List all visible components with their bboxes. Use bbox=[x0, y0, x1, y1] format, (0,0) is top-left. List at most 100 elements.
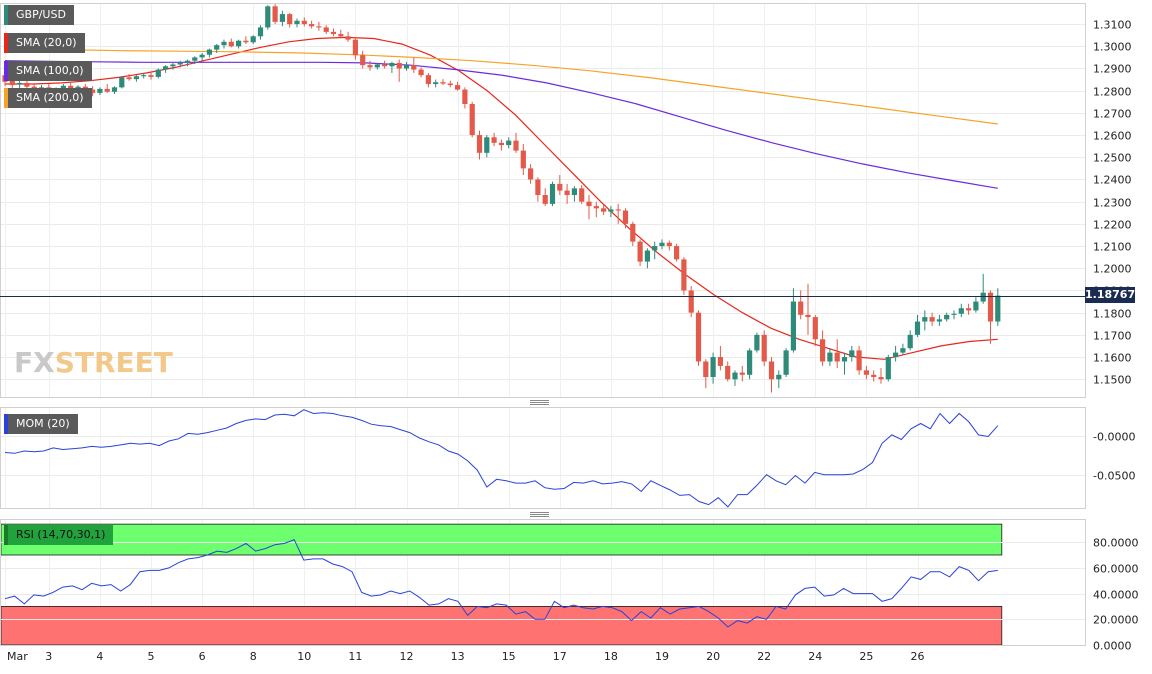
candle bbox=[776, 370, 782, 389]
candle bbox=[257, 25, 264, 40]
candle bbox=[476, 130, 483, 160]
momentum-y-tick: -0.0500 bbox=[1093, 470, 1135, 483]
candle bbox=[834, 339, 840, 369]
candle-body bbox=[856, 350, 862, 371]
candle-body bbox=[309, 24, 315, 27]
rsi-y-tick: 20.0000 bbox=[1093, 614, 1139, 627]
candle-body bbox=[184, 60, 191, 63]
candle-body bbox=[987, 292, 994, 322]
x-tick-label: 6 bbox=[199, 650, 206, 663]
candle bbox=[309, 20, 315, 29]
sma-lines bbox=[4, 36, 998, 360]
candle-body bbox=[97, 88, 103, 93]
main-y-tick: 1.2900 bbox=[1093, 63, 1132, 76]
candle bbox=[170, 62, 176, 70]
candle-body bbox=[601, 208, 607, 212]
legend-sma-200[interactable]: SMA (200,0) bbox=[4, 88, 92, 108]
candle bbox=[433, 79, 439, 88]
main-y-tick: 1.2200 bbox=[1093, 219, 1132, 232]
candle bbox=[119, 76, 125, 89]
candle bbox=[338, 29, 344, 39]
candle-body bbox=[469, 103, 475, 136]
candle bbox=[374, 62, 380, 70]
candle-body bbox=[374, 64, 380, 68]
candle bbox=[126, 74, 132, 81]
y-tick-labels: 1.3100 1.3000 1.2900 1.2800 1.2700 1.2600 1.25… bbox=[1093, 19, 1139, 653]
symbol-label: GBP/USD bbox=[16, 8, 66, 21]
candle-body bbox=[863, 370, 869, 375]
candle bbox=[820, 330, 826, 366]
candle-body bbox=[688, 290, 694, 313]
x-tick-label: 26 bbox=[911, 650, 925, 663]
legend-symbol: GBP/USD bbox=[4, 5, 74, 25]
candle bbox=[980, 273, 986, 304]
candle-body bbox=[455, 85, 461, 90]
panel-resize-handles[interactable] bbox=[530, 400, 549, 517]
candle-body bbox=[936, 319, 942, 322]
candle-body bbox=[192, 57, 198, 61]
candle-body bbox=[338, 34, 344, 37]
sma-20-swatch bbox=[4, 33, 8, 53]
candle bbox=[586, 195, 592, 220]
sma-200-label: SMA (200,0) bbox=[16, 91, 84, 104]
candle-body bbox=[768, 361, 775, 380]
candle-body bbox=[345, 36, 351, 40]
candle bbox=[827, 348, 833, 366]
candle-body bbox=[279, 14, 285, 22]
candle-body bbox=[60, 85, 66, 89]
candle-body bbox=[236, 40, 242, 47]
candle-body bbox=[732, 372, 738, 380]
candle-body bbox=[265, 6, 271, 28]
momentum-swatch bbox=[4, 414, 8, 434]
candle-body bbox=[126, 77, 132, 80]
main-y-tick: 1.3000 bbox=[1093, 41, 1132, 54]
panel-resize-handle-2[interactable] bbox=[530, 512, 549, 517]
candle bbox=[674, 243, 680, 262]
candle-body bbox=[418, 69, 424, 76]
momentum-y-tick: -0.0000 bbox=[1093, 431, 1135, 444]
candle-body bbox=[199, 54, 205, 58]
main-y-tick: 1.1500 bbox=[1093, 374, 1132, 387]
candle bbox=[133, 75, 139, 82]
candle-body bbox=[586, 201, 592, 207]
main-y-tick: 1.2800 bbox=[1093, 86, 1132, 99]
x-tick-label: 12 bbox=[400, 650, 414, 663]
candle-body bbox=[644, 250, 650, 262]
candle bbox=[732, 370, 738, 386]
legend-sma-100[interactable]: SMA (100,0) bbox=[4, 61, 92, 81]
candle-body bbox=[841, 357, 848, 362]
rsi-y-tick: 60.0000 bbox=[1093, 563, 1139, 576]
rsi-oversold-zone bbox=[0, 606, 1003, 646]
candle bbox=[549, 181, 556, 207]
x-tick-label: 24 bbox=[808, 650, 822, 663]
candle bbox=[192, 56, 198, 65]
candle bbox=[484, 135, 490, 158]
legend-rsi[interactable]: RSI (14,70,30,1) bbox=[4, 525, 114, 545]
candle bbox=[798, 290, 804, 320]
candle-body bbox=[484, 137, 490, 153]
candle bbox=[564, 183, 570, 204]
candle-body bbox=[411, 65, 417, 70]
candle-body bbox=[316, 26, 322, 28]
candle-body bbox=[666, 242, 672, 247]
candle bbox=[871, 370, 877, 382]
candle-body bbox=[951, 313, 957, 315]
candle-body bbox=[476, 135, 483, 153]
candle bbox=[995, 288, 1001, 326]
candle-body bbox=[535, 179, 541, 196]
candle bbox=[914, 314, 921, 338]
legend-sma-20[interactable]: SMA (20,0) bbox=[4, 33, 85, 53]
candle bbox=[250, 35, 256, 45]
candle bbox=[812, 314, 818, 346]
candle-body bbox=[674, 246, 680, 260]
candle-body bbox=[163, 66, 169, 70]
candle bbox=[703, 359, 709, 389]
candle bbox=[681, 257, 687, 295]
candle-body bbox=[849, 350, 855, 358]
candle bbox=[382, 60, 388, 69]
candle bbox=[601, 204, 607, 215]
candle bbox=[90, 86, 96, 97]
panel-resize-handle-1[interactable] bbox=[530, 400, 549, 405]
legend-momentum[interactable]: MOM (20) bbox=[4, 414, 78, 434]
candle bbox=[666, 240, 672, 251]
